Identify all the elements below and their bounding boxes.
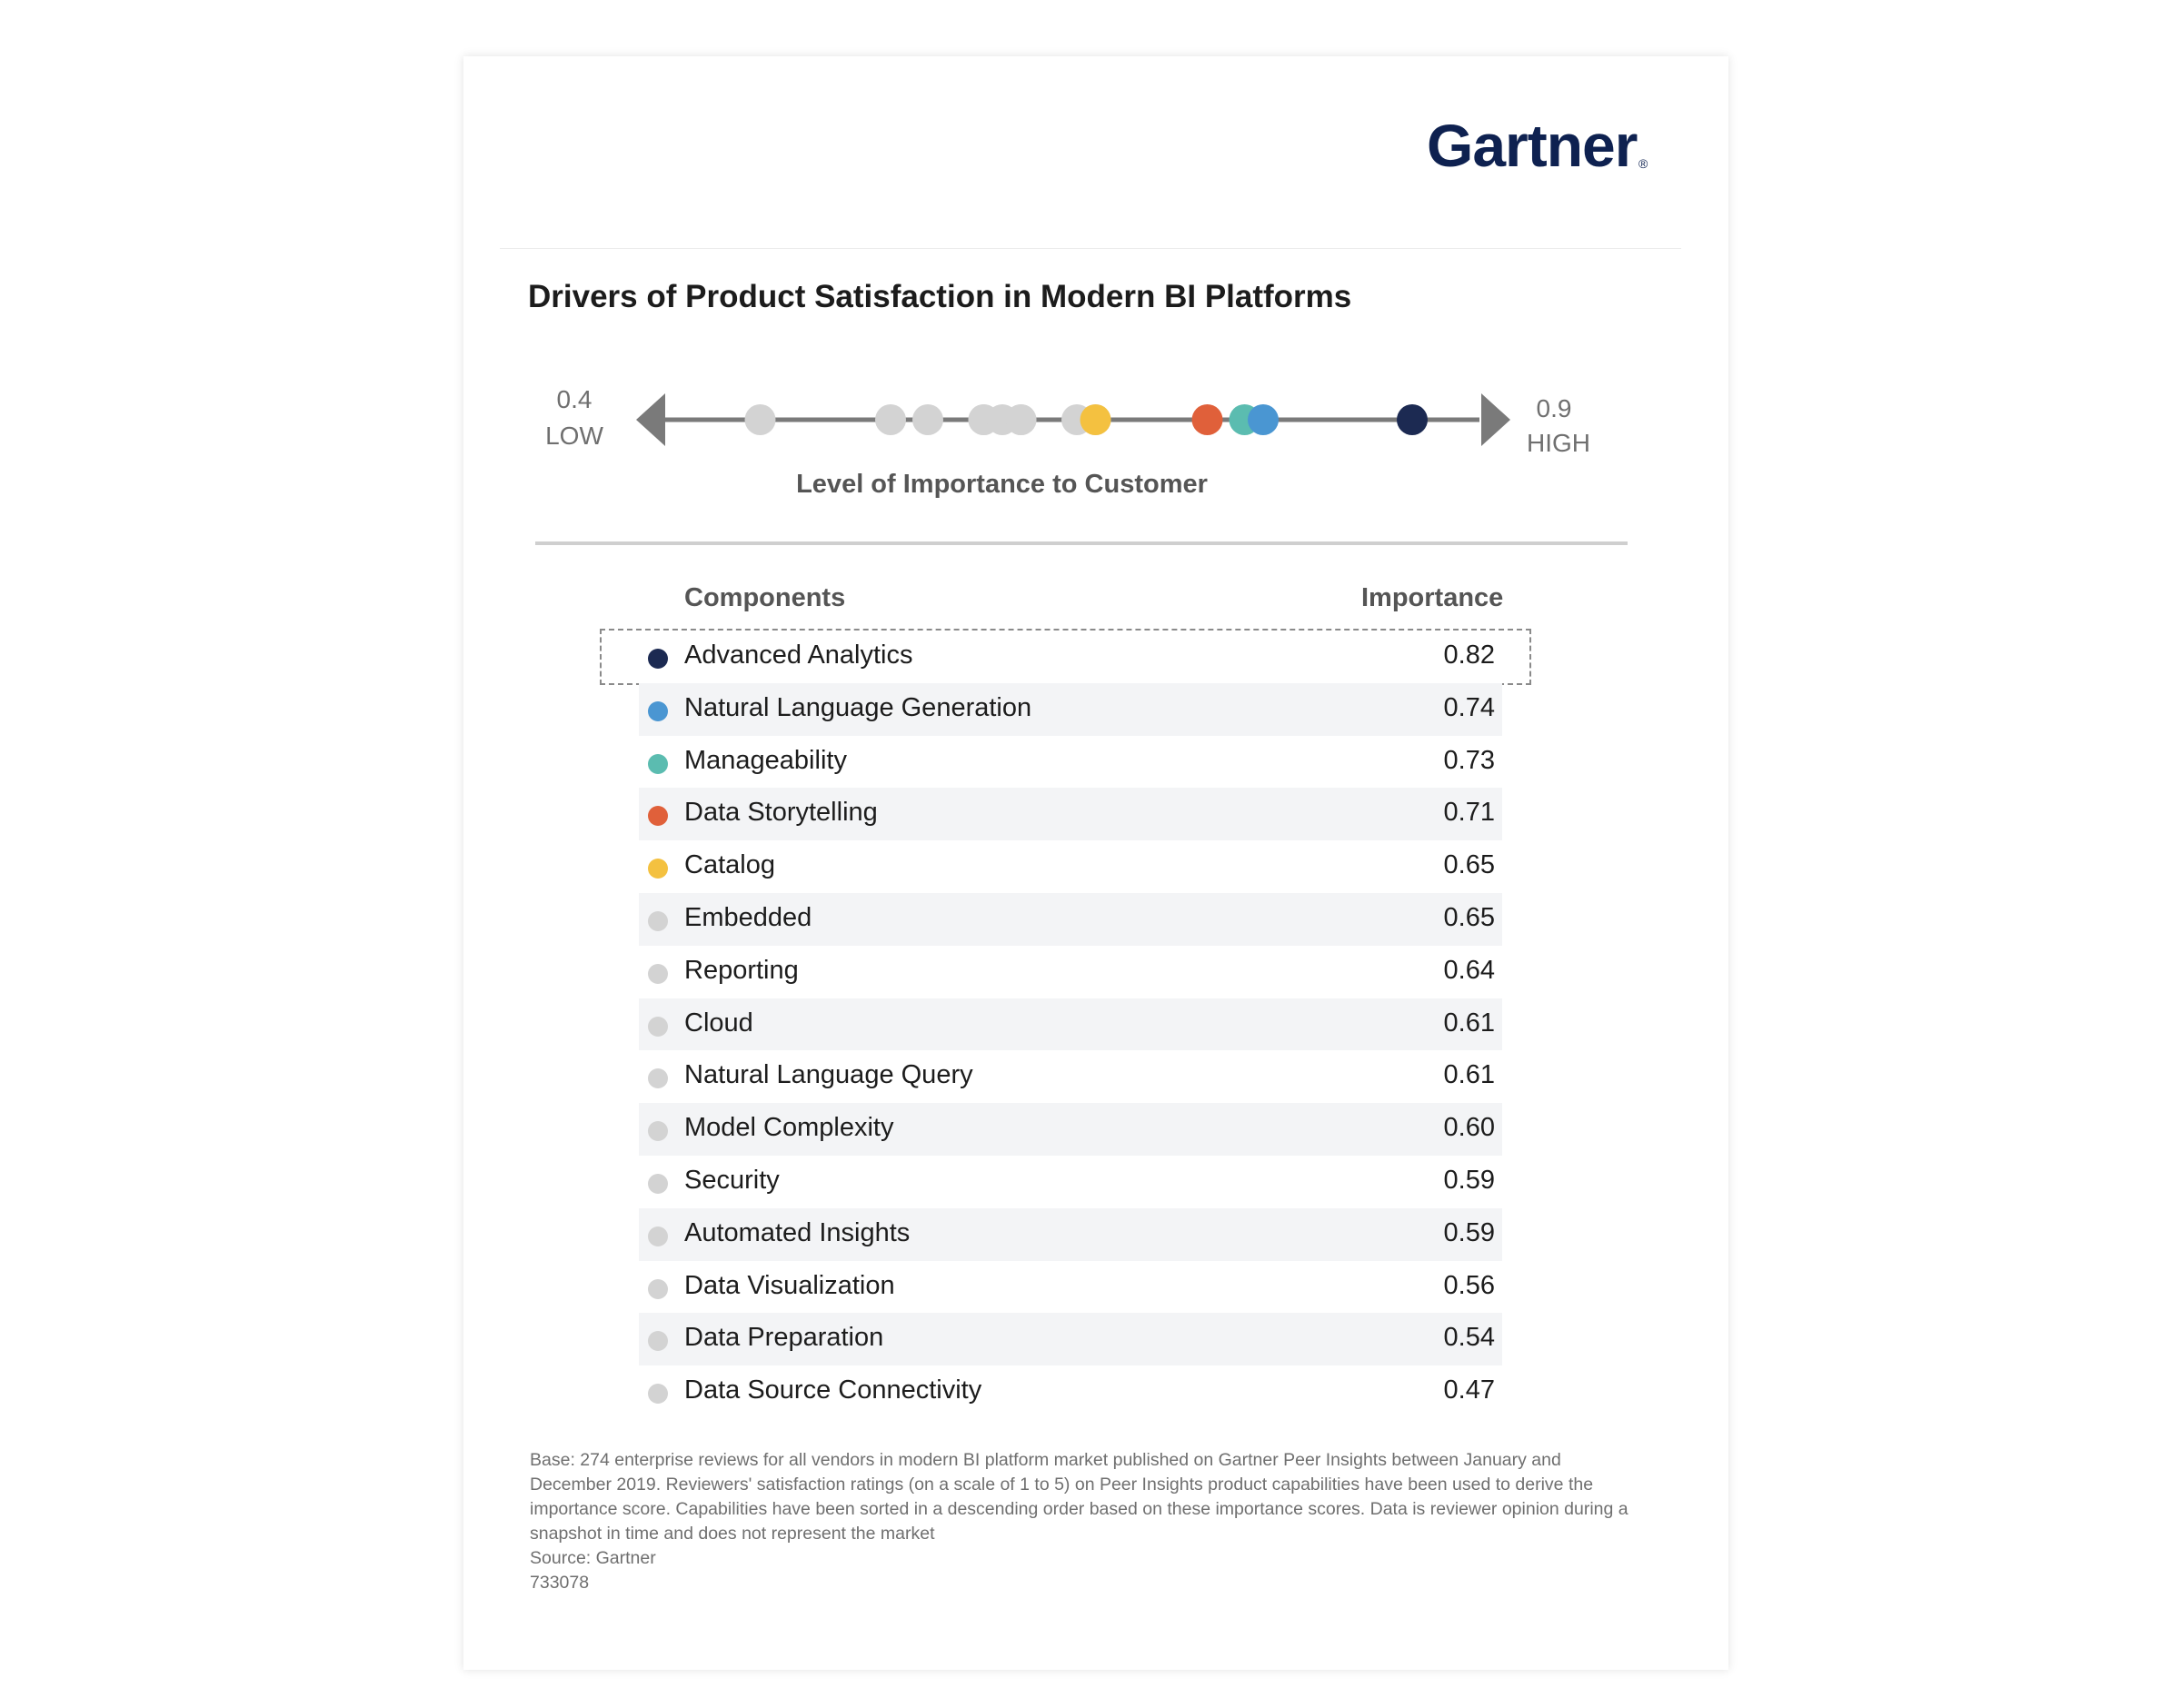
importance-value: 0.59 [1443, 1217, 1495, 1247]
legend-dot-icon [648, 1226, 668, 1246]
gartner-logo: Gartner [1427, 112, 1638, 179]
high-arrow-icon [1481, 393, 1510, 446]
footnote-source: Source: Gartner [530, 1548, 656, 1568]
legend-dot-icon [648, 753, 668, 774]
section-divider [535, 541, 1628, 545]
importance-value: 0.60 [1443, 1113, 1495, 1143]
table-row: Data Preparation 0.54 [639, 1313, 1502, 1366]
report-card: Gartner ® Drivers of Product Satisfactio… [463, 56, 1728, 1670]
legend-dot-icon [648, 1068, 668, 1089]
axis-point-data-preparation [875, 404, 906, 435]
legend-dot-icon [648, 859, 668, 879]
table-row: Data Visualization 0.56 [639, 1261, 1502, 1314]
importance-value: 0.47 [1443, 1375, 1495, 1405]
component-name: Automated Insights [684, 1217, 911, 1247]
table-row: Cloud 0.61 [639, 998, 1502, 1051]
footnote: Base: 274 enterprise reviews for all ven… [530, 1448, 1648, 1595]
component-name: Advanced Analytics [684, 640, 913, 670]
legend-dot-icon [648, 1384, 668, 1405]
component-name: Data Storytelling [684, 798, 878, 828]
chart-title: Drivers of Product Satisfaction in Moder… [528, 279, 1352, 314]
legend-dot-icon [648, 1173, 668, 1194]
table-row: Embedded 0.65 [639, 892, 1502, 946]
table-row: Data Storytelling 0.71 [639, 788, 1502, 841]
importance-value: 0.73 [1443, 745, 1495, 775]
axis-point-catalog [1080, 404, 1111, 435]
importance-value: 0.65 [1443, 850, 1495, 880]
axis-min-value: 0.4 [556, 385, 593, 413]
component-name: Natural Language Generation [684, 692, 1032, 722]
legend-dot-icon [648, 806, 668, 827]
axis-title: Level of Importance to Customer [796, 470, 1208, 499]
importance-value: 0.54 [1443, 1323, 1495, 1353]
component-name: Manageability [684, 745, 847, 775]
table-row: Natural Language Generation 0.74 [639, 682, 1502, 736]
components-table: Advanced Analytics 0.82 Natural Language G… [600, 629, 1531, 1418]
table-row: Natural Language Query 0.61 [639, 1050, 1502, 1103]
importance-value: 0.65 [1443, 902, 1495, 932]
axis-point-data-visualization [912, 404, 943, 435]
legend-dot-icon [648, 1278, 668, 1299]
legend-dot-icon [648, 963, 668, 984]
axis-points [744, 404, 1428, 435]
components-header: Components [684, 583, 846, 612]
importance-value: 0.64 [1443, 955, 1495, 985]
axis-max-label: HIGH [1527, 429, 1590, 457]
footnote-id: 733078 [530, 1573, 590, 1593]
table-row: Catalog 0.65 [639, 840, 1502, 893]
legend-dot-icon [648, 1016, 668, 1037]
table-row: Model Complexity 0.60 [639, 1103, 1502, 1156]
table-row: Manageability 0.73 [639, 736, 1502, 789]
component-name: Catalog [684, 850, 775, 880]
importance-value: 0.61 [1443, 1060, 1495, 1090]
table-row: Advanced Analytics 0.82 [600, 629, 1531, 685]
header-divider [500, 248, 1681, 249]
low-arrow-icon [636, 393, 665, 446]
table-row: Data Source Connectivity 0.47 [639, 1365, 1502, 1418]
footnote-base: Base: 274 enterprise reviews for all ven… [530, 1450, 1628, 1544]
component-name: Natural Language Query [684, 1060, 973, 1090]
legend-dot-icon [648, 1121, 668, 1142]
component-name: Data Visualization [684, 1270, 895, 1300]
axis-point-data-storytelling [1191, 404, 1223, 435]
table-row: Automated Insights 0.59 [639, 1207, 1502, 1261]
axis-point-natural-language-generation [1248, 404, 1279, 435]
registered-mark: ® [1638, 156, 1648, 171]
axis-max-value: 0.9 [1536, 394, 1572, 422]
legend-dot-icon [648, 649, 668, 669]
table-row: Security 0.59 [639, 1156, 1502, 1208]
component-name: Data Preparation [684, 1323, 884, 1353]
component-name: Embedded [684, 902, 812, 932]
importance-value: 0.74 [1443, 692, 1495, 722]
importance-value: 0.71 [1443, 798, 1495, 828]
importance-value: 0.61 [1443, 1008, 1495, 1038]
legend-dot-icon [648, 700, 668, 721]
importance-value: 0.82 [1443, 640, 1495, 670]
table-row: Reporting 0.64 [639, 946, 1502, 998]
component-name: Cloud [684, 1008, 753, 1038]
legend-dot-icon [648, 910, 668, 931]
importance-value: 0.59 [1443, 1165, 1495, 1195]
legend-dot-icon [648, 1331, 668, 1352]
component-name: Data Source Connectivity [684, 1375, 982, 1405]
importance-header: Importance [1361, 583, 1504, 612]
axis-point-data-source-connectivity [744, 404, 776, 435]
axis-point-natural-language-query [1005, 404, 1037, 435]
component-name: Reporting [684, 955, 799, 985]
component-name: Model Complexity [684, 1113, 894, 1143]
importance-axis [636, 393, 1510, 446]
axis-point-advanced-analytics [1397, 404, 1428, 435]
component-name: Security [684, 1165, 780, 1195]
axis-min-label: LOW [545, 422, 603, 450]
importance-value: 0.56 [1443, 1270, 1495, 1300]
